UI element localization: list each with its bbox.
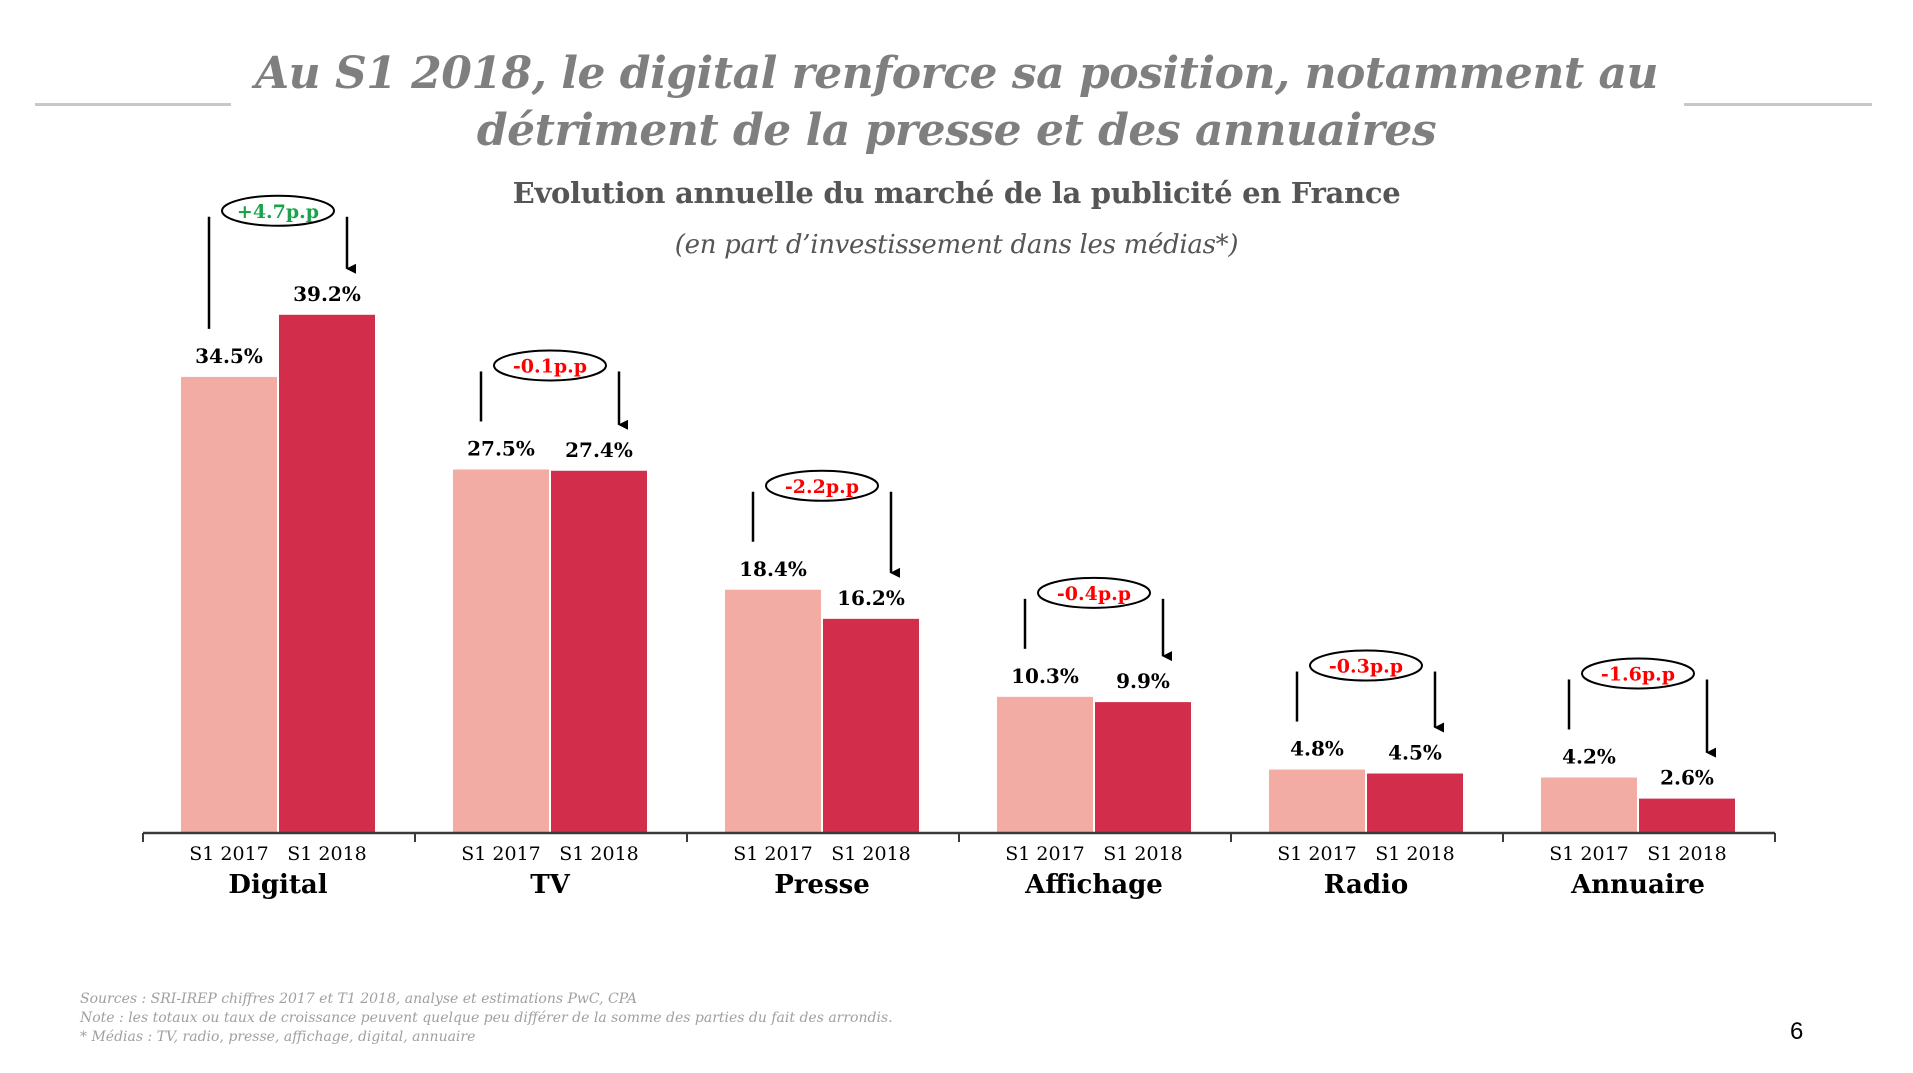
data-label-tv-s1-2018: 27.4% xyxy=(565,438,633,462)
data-label-annuaire-s1-2018: 2.6% xyxy=(1660,766,1714,790)
tick-label-radio-s1-2017: S1 2017 xyxy=(1277,843,1357,865)
footnote-sources: Sources : SRI-IREP chiffres 2017 et T1 2… xyxy=(80,991,637,1007)
data-label-digital-s1-2017: 34.5% xyxy=(195,344,263,368)
bar-tv-s1-2018 xyxy=(551,470,647,833)
annotation-delta-presse: -2.2p.p xyxy=(785,476,859,498)
slide-title-line-2: détriment de la presse et des annuaires xyxy=(476,105,1437,156)
data-label-affichage-s1-2018: 9.9% xyxy=(1116,669,1170,693)
data-label-annuaire-s1-2017: 4.2% xyxy=(1562,744,1616,768)
tick-label-presse-s1-2018: S1 2018 xyxy=(831,843,911,865)
chart-subtitle: (en part d’investissement dans les média… xyxy=(674,230,1239,260)
annotation-bubble-presse xyxy=(765,469,879,502)
bar-radio-s1-2017 xyxy=(1269,769,1365,833)
bar-presse-s1-2018 xyxy=(823,618,919,833)
chart-title: Evolution annuelle du marché de la publi… xyxy=(512,176,1401,210)
bar-tv-s1-2017 xyxy=(453,469,549,833)
tick-label-radio-s1-2018: S1 2018 xyxy=(1375,843,1455,865)
bar-digital-s1-2018 xyxy=(279,314,375,833)
annotation-delta-affichage: -0.4p.p xyxy=(1057,583,1131,605)
category-label-annuaire: Annuaire xyxy=(1570,870,1705,900)
category-label-digital: Digital xyxy=(228,870,327,900)
bar-affichage-s1-2018 xyxy=(1095,702,1191,833)
annotation-bubble-radio xyxy=(1309,649,1423,682)
bar-radio-s1-2018 xyxy=(1367,773,1463,833)
tick-label-annuaire-s1-2017: S1 2017 xyxy=(1549,843,1629,865)
tick-label-affichage-s1-2018: S1 2018 xyxy=(1103,843,1183,865)
tick-label-affichage-s1-2017: S1 2017 xyxy=(1005,843,1085,865)
data-label-affichage-s1-2017: 10.3% xyxy=(1011,664,1079,688)
annotation-delta-tv: -0.1p.p xyxy=(513,355,587,377)
slide-title-line-1: Au S1 2018, le digital renforce sa posit… xyxy=(255,48,1658,99)
bar-presse-s1-2017 xyxy=(725,589,821,833)
footnote-media: * Médias : TV, radio, presse, affichage,… xyxy=(80,1029,476,1045)
annotation-bubble-tv xyxy=(493,349,607,382)
data-label-radio-s1-2018: 4.5% xyxy=(1388,741,1442,765)
data-label-radio-s1-2017: 4.8% xyxy=(1290,737,1344,761)
data-label-presse-s1-2017: 18.4% xyxy=(739,557,807,581)
category-label-affichage: Affichage xyxy=(1024,870,1163,900)
category-label-radio: Radio xyxy=(1324,870,1408,900)
footnote-note: Note : les totaux ou taux de croissance … xyxy=(80,1010,893,1026)
tick-label-tv-s1-2018: S1 2018 xyxy=(559,843,639,865)
data-label-tv-s1-2017: 27.5% xyxy=(467,436,535,460)
data-label-digital-s1-2018: 39.2% xyxy=(293,282,361,306)
annotation-delta-digital: +4.7p.p xyxy=(237,201,319,223)
footnotes: Sources : SRI-IREP chiffres 2017 et T1 2… xyxy=(80,990,893,1047)
data-label-presse-s1-2018: 16.2% xyxy=(837,586,905,610)
annotation-bubble-affichage xyxy=(1037,576,1151,609)
annotation-bubble-digital xyxy=(221,194,335,227)
title-rule-right xyxy=(1684,103,1872,106)
bar-annuaire-s1-2018 xyxy=(1639,798,1735,833)
bar-digital-s1-2017 xyxy=(181,376,277,833)
annotation-delta-radio: -0.3p.p xyxy=(1329,656,1403,678)
tick-label-digital-s1-2018: S1 2018 xyxy=(287,843,367,865)
category-label-tv: TV xyxy=(530,870,570,900)
tick-label-tv-s1-2017: S1 2017 xyxy=(461,843,541,865)
title-rule-left xyxy=(35,103,231,106)
tick-label-digital-s1-2017: S1 2017 xyxy=(189,843,269,865)
bar-annuaire-s1-2017 xyxy=(1541,777,1637,833)
annotation-bubble-annuaire xyxy=(1581,657,1695,690)
page-number: 6 xyxy=(1790,1018,1804,1045)
tick-label-presse-s1-2017: S1 2017 xyxy=(733,843,813,865)
bar-affichage-s1-2017 xyxy=(997,696,1093,833)
annotation-delta-annuaire: -1.6p.p xyxy=(1601,663,1675,685)
tick-label-annuaire-s1-2018: S1 2018 xyxy=(1647,843,1727,865)
category-label-presse: Presse xyxy=(774,870,870,900)
